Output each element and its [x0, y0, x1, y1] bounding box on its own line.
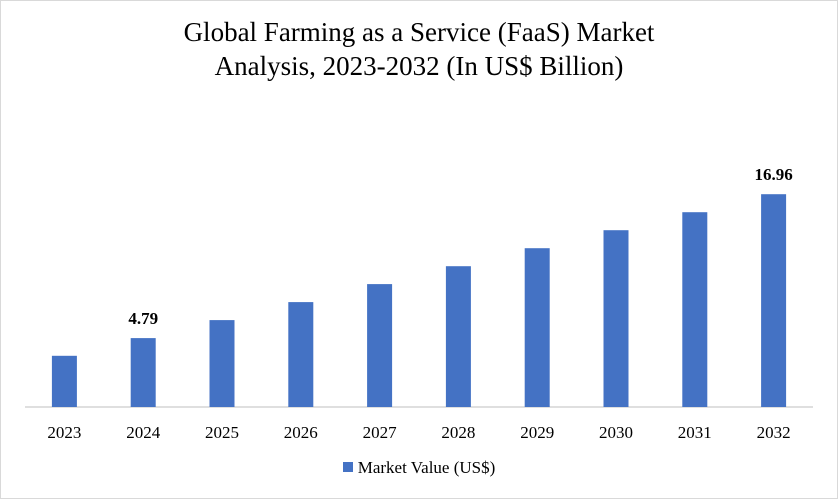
bar-2028: [445, 266, 471, 407]
x-tick-label-2023: 2023: [47, 423, 81, 442]
bar-2029: [524, 248, 550, 407]
bar-2027: [367, 284, 393, 407]
x-tick-label-2024: 2024: [126, 423, 161, 442]
bar-2025: [209, 320, 235, 407]
data-label-2032: 16.96: [754, 165, 792, 184]
chart-title: Global Farming as a Service (FaaS) Marke…: [1, 15, 837, 83]
bar-2026: [288, 302, 314, 407]
x-tick-label-2030: 2030: [599, 423, 633, 442]
bar-2030: [603, 230, 629, 407]
data-label-2024: 4.79: [128, 309, 158, 328]
bar-2031: [682, 212, 708, 407]
x-tick-label-2029: 2029: [520, 423, 554, 442]
legend-label: Market Value (US$): [357, 458, 496, 477]
x-tick-label-2028: 2028: [441, 423, 475, 442]
chart-title-line-1: Global Farming as a Service (FaaS) Marke…: [183, 17, 655, 47]
x-tick-label-2031: 2031: [678, 423, 712, 442]
x-tick-label-2032: 2032: [757, 423, 791, 442]
chart-title-line-2: Analysis, 2023-2032 (In US$ Billion): [214, 51, 624, 81]
bar-2024: [130, 338, 156, 407]
x-tick-label-2026: 2026: [284, 423, 318, 442]
x-tick-label-2027: 2027: [363, 423, 398, 442]
bar-2032: [761, 194, 787, 407]
legend-swatch: [342, 462, 353, 472]
x-tick-label-2025: 2025: [205, 423, 239, 442]
bar-2023: [51, 355, 77, 407]
chart-legend: Market Value (US$): [1, 458, 837, 478]
